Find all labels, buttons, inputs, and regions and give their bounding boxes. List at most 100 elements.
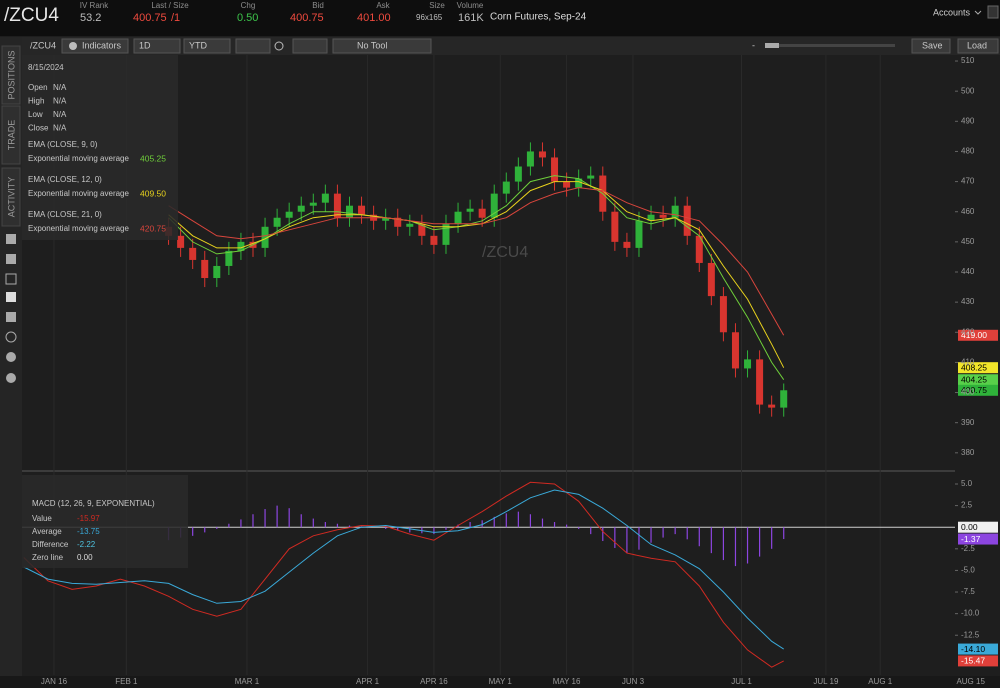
field-label: Volume <box>457 1 484 10</box>
icon[interactable] <box>6 312 16 322</box>
indicators-button[interactable] <box>61 38 129 54</box>
y-tick-label: 460 <box>961 207 975 216</box>
icon[interactable] <box>6 373 16 383</box>
field-label: Size <box>429 1 445 10</box>
ohlc-label: Low <box>28 110 43 119</box>
field-extra: /1 <box>171 12 180 24</box>
info-date: 8/15/2024 <box>28 63 64 72</box>
price-flag-label: 0.00 <box>961 522 978 532</box>
candle-body <box>635 220 643 248</box>
icon[interactable] <box>6 292 16 302</box>
y-tick-label: 400 <box>961 388 975 397</box>
field-value: 0.50 <box>237 12 258 24</box>
candle-body <box>575 178 583 188</box>
y-tick-label: 390 <box>961 418 975 427</box>
indicator-name: EMA (CLOSE, 12, 0) <box>28 175 102 184</box>
candle-body <box>731 332 739 369</box>
x-tick-label: JUL 1 <box>731 677 752 686</box>
y-tick-label: 440 <box>961 267 975 276</box>
icon[interactable] <box>6 234 16 244</box>
load-button[interactable] <box>957 38 999 54</box>
accounts-menu[interactable]: Accounts <box>933 7 971 17</box>
readout-value: -13.75 <box>77 527 100 536</box>
zoom-slider[interactable] <box>765 44 895 47</box>
price-flag <box>958 384 998 396</box>
range-select[interactable] <box>183 38 231 54</box>
icon[interactable] <box>5 273 17 285</box>
candle-body <box>526 151 534 167</box>
candle-body <box>406 223 414 227</box>
candle-body <box>189 247 197 260</box>
side-tab[interactable] <box>1 105 21 165</box>
readout-label: Value <box>32 514 52 523</box>
field-label: Ask <box>376 1 390 10</box>
side-tab-label: TRADE <box>6 120 16 151</box>
indicator-name: EMA (CLOSE, 21, 0) <box>28 210 102 219</box>
readout-label: Zero line <box>32 553 64 562</box>
candle-body <box>683 205 691 236</box>
panel-divider <box>22 470 955 472</box>
info-panel <box>22 55 178 240</box>
grid: /ZCU4 <box>22 55 958 675</box>
macd-line <box>23 481 784 668</box>
icon[interactable] <box>6 254 16 264</box>
x-tick-label: FEB 1 <box>115 677 138 686</box>
x-tick-label: APR 16 <box>420 677 448 686</box>
settings-button[interactable] <box>274 41 284 51</box>
y-tick-label: -5.0 <box>961 566 975 575</box>
icon[interactable] <box>6 352 16 362</box>
crosshair-button[interactable] <box>292 38 328 54</box>
x-tick-label: AUG 15 <box>956 677 985 686</box>
ohlc-value: N/A <box>53 110 67 119</box>
symbol: /ZCU4 <box>4 5 59 26</box>
field-value: 400.75 <box>133 12 167 24</box>
field-label: Bid <box>312 1 324 10</box>
candle-body <box>647 214 655 221</box>
price-flag <box>958 362 998 374</box>
candle-body <box>309 202 317 206</box>
indicator-name: EMA (CLOSE, 9, 0) <box>28 140 98 149</box>
candle-body <box>466 208 474 212</box>
side-tab-label: ACTIVITY <box>6 177 16 218</box>
candle-body <box>538 151 546 158</box>
ohlc-value: N/A <box>53 124 67 133</box>
menu-button[interactable] <box>987 5 999 19</box>
price-flag <box>958 643 998 655</box>
candle-body <box>454 211 462 224</box>
zoom-out[interactable]: - <box>752 40 755 50</box>
y-tick-label: 470 <box>961 177 975 186</box>
indicator-label: Exponential moving average <box>28 224 130 233</box>
candle-body <box>551 157 559 182</box>
y-tick-label: 380 <box>961 448 975 457</box>
indicator-label: Exponential moving average <box>28 189 130 198</box>
side-tab[interactable] <box>1 167 21 227</box>
field-value: 400.75 <box>290 12 324 24</box>
candle-body <box>261 226 269 248</box>
load-label: Load <box>967 40 987 50</box>
indicator-readout: 420.75 <box>140 223 166 233</box>
chart-style-button[interactable] <box>235 38 271 54</box>
zoom-handle[interactable] <box>765 43 779 48</box>
price-flag-label: -14.10 <box>961 644 985 654</box>
x-tick-label: JAN 16 <box>41 677 68 686</box>
candle-body <box>358 205 366 215</box>
candle-body <box>297 205 305 212</box>
tool-select[interactable] <box>332 38 432 54</box>
candle-body <box>695 235 703 263</box>
indicator-label: Exponential moving average <box>28 154 130 163</box>
interval-select[interactable] <box>133 38 181 54</box>
candle-body <box>623 241 631 248</box>
candle-body <box>587 175 595 179</box>
side-tab[interactable] <box>1 45 21 105</box>
candle-body <box>345 205 353 218</box>
y-tick-label: 5.0 <box>961 479 973 488</box>
y-tick-label: 420 <box>961 327 975 336</box>
price-flag-label: 408.25 <box>961 362 987 372</box>
candle-body <box>237 241 245 251</box>
candle-body <box>273 217 281 227</box>
icon[interactable] <box>5 331 17 343</box>
candle-body <box>671 205 679 218</box>
save-button[interactable] <box>911 38 951 54</box>
